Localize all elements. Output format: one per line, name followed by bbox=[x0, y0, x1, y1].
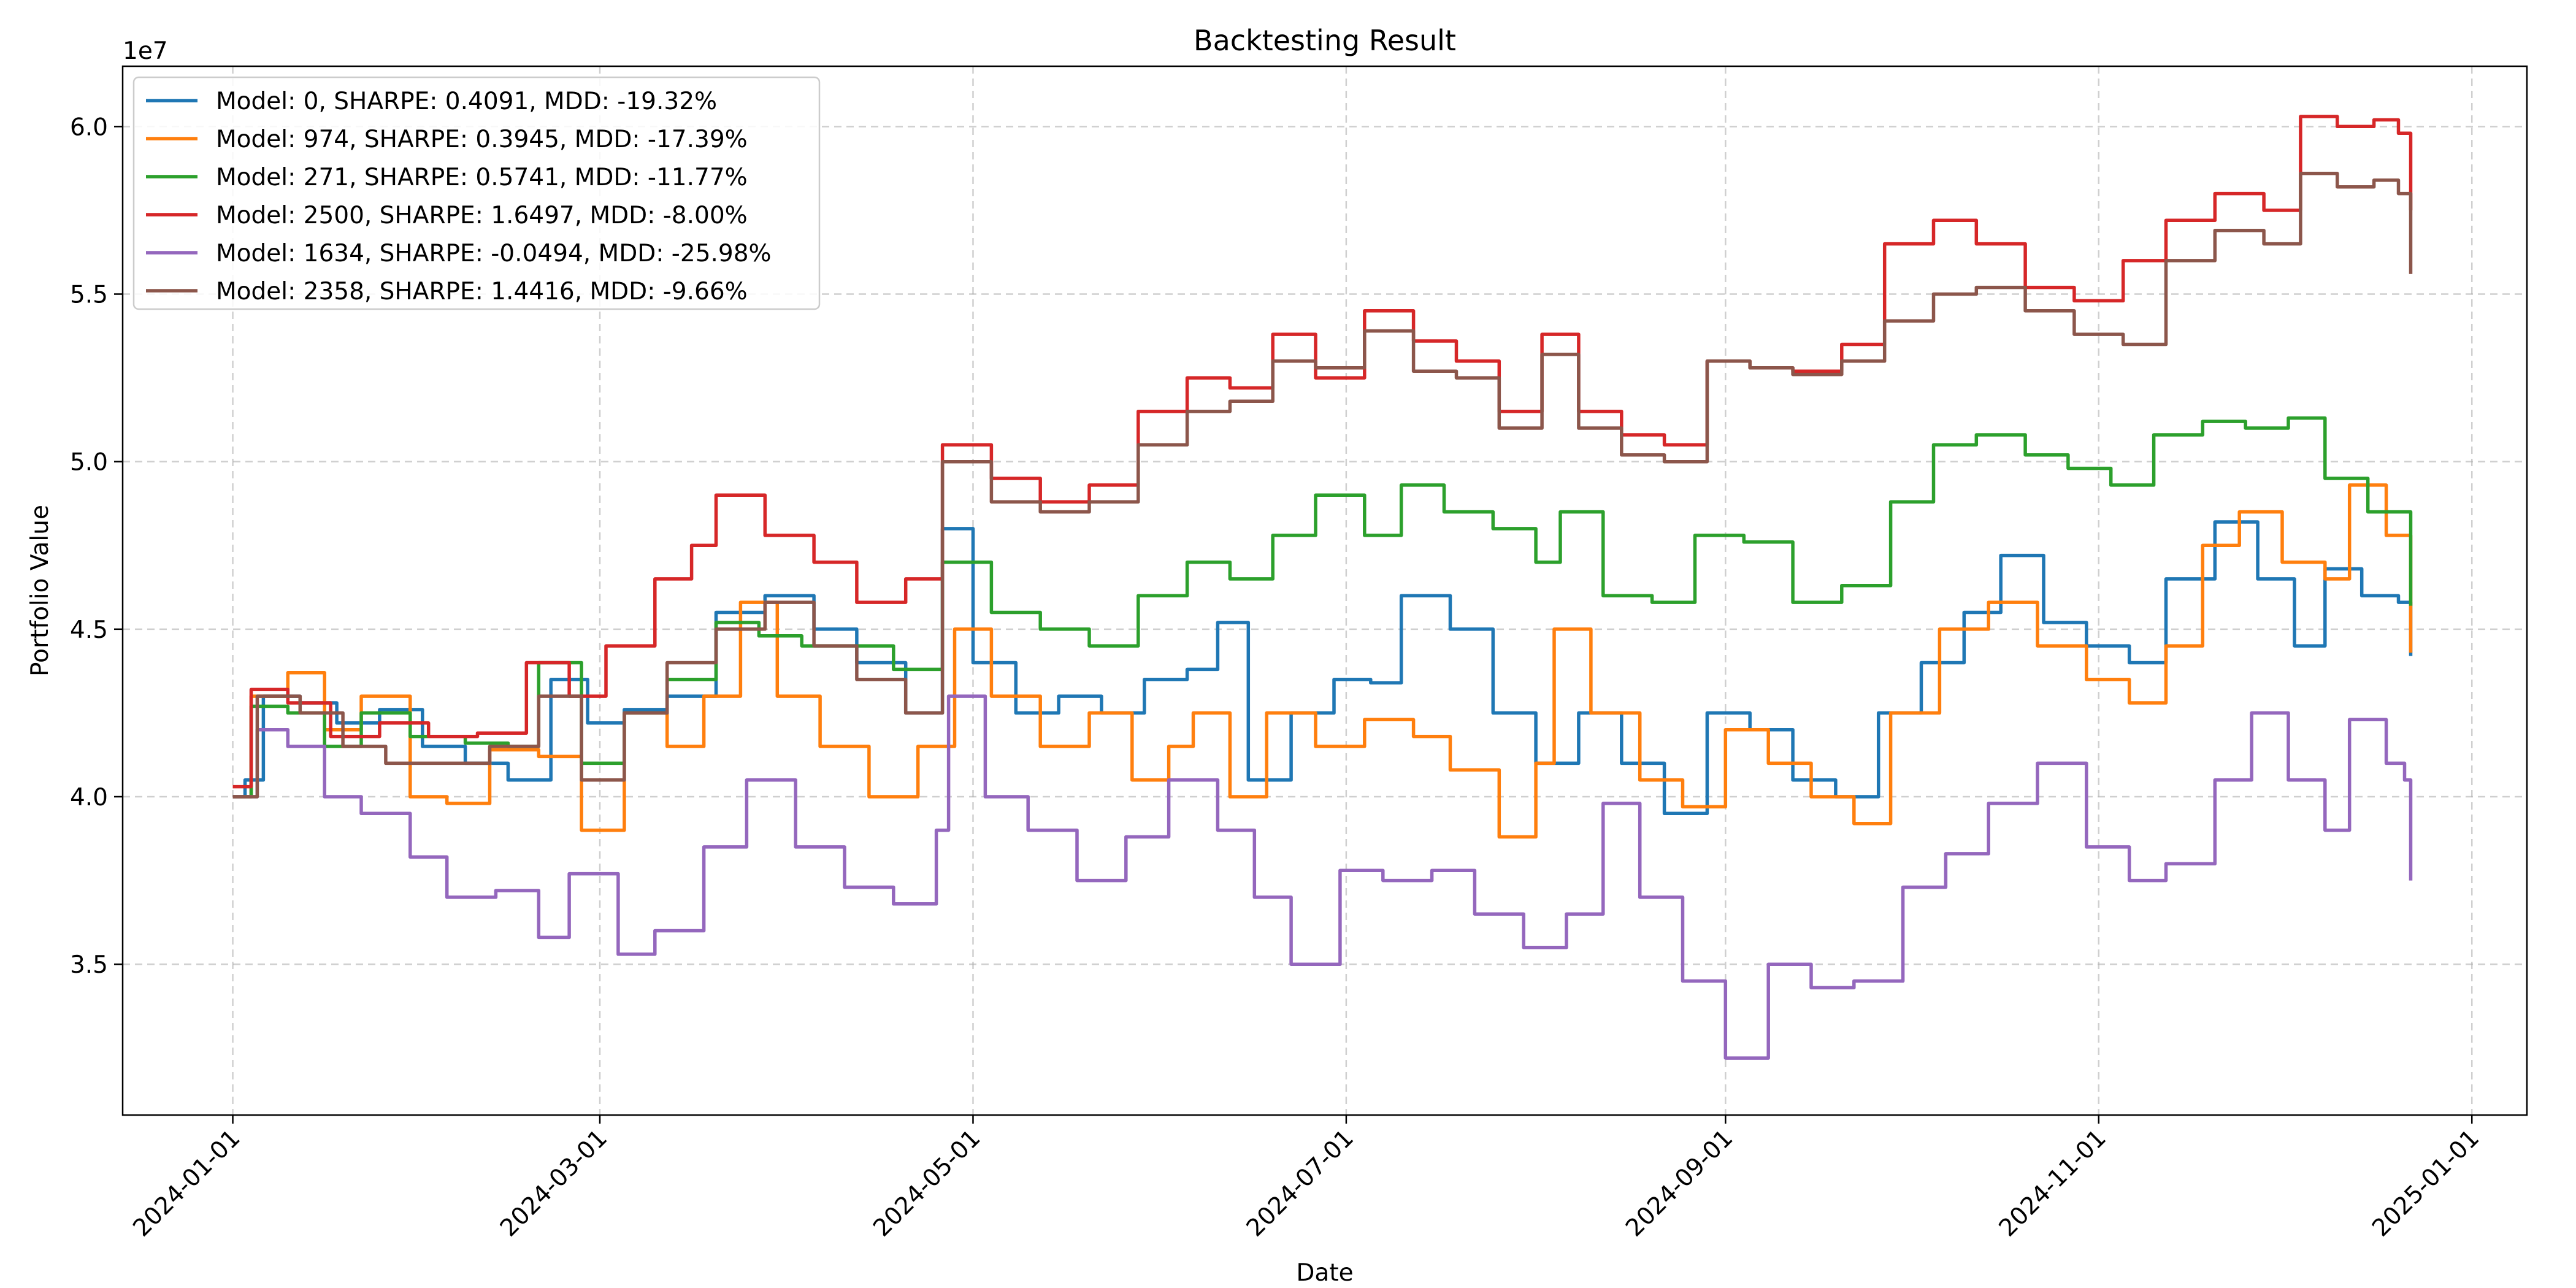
y-tick-label: 6.0 bbox=[70, 113, 108, 141]
y-tick-label: 4.5 bbox=[70, 616, 108, 644]
y-tick-label: 5.5 bbox=[70, 282, 108, 309]
chart-title: Backtesting Result bbox=[1194, 24, 1456, 57]
y-tick-label: 3.5 bbox=[70, 951, 108, 979]
series-line-5 bbox=[232, 694, 2413, 1060]
legend-label: Model: 1634, SHARPE: -0.0494, MDD: -25.9… bbox=[216, 240, 772, 267]
legend-box bbox=[132, 76, 821, 310]
legend: Model: 0, SHARPE: 0.4091, MDD: -19.32% Mo… bbox=[132, 76, 821, 310]
series-line-4 bbox=[232, 115, 2413, 789]
legend-label: Model: 2358, SHARPE: 1.4416, MDD: -9.66% bbox=[216, 278, 748, 305]
y-tick-label: 5.0 bbox=[70, 449, 108, 477]
legend-label: Model: 974, SHARPE: 0.3945, MDD: -17.39% bbox=[216, 126, 748, 153]
y-tick-label: 4.0 bbox=[70, 784, 108, 811]
y-axis-label: Portfolio Value bbox=[26, 505, 54, 677]
series-line-6 bbox=[232, 172, 2413, 799]
legend-label: Model: 2500, SHARPE: 1.6497, MDD: -8.00% bbox=[216, 202, 748, 229]
grid bbox=[123, 66, 2527, 1115]
plot-frame bbox=[121, 65, 2528, 1116]
y-offset-text: 1e7 bbox=[123, 37, 168, 65]
legend-label: Model: 0, SHARPE: 0.4091, MDD: -19.32% bbox=[216, 88, 717, 115]
legend-entries: Model: 0, SHARPE: 0.4091, MDD: -19.32% Mo… bbox=[146, 88, 772, 305]
x-axis-label: Date bbox=[1296, 1259, 1353, 1287]
series-lines bbox=[232, 115, 2413, 1060]
legend-label: Model: 271, SHARPE: 0.5741, MDD: -11.77% bbox=[216, 164, 748, 191]
series-line-1 bbox=[232, 520, 2413, 816]
series-line-2 bbox=[232, 483, 2413, 839]
